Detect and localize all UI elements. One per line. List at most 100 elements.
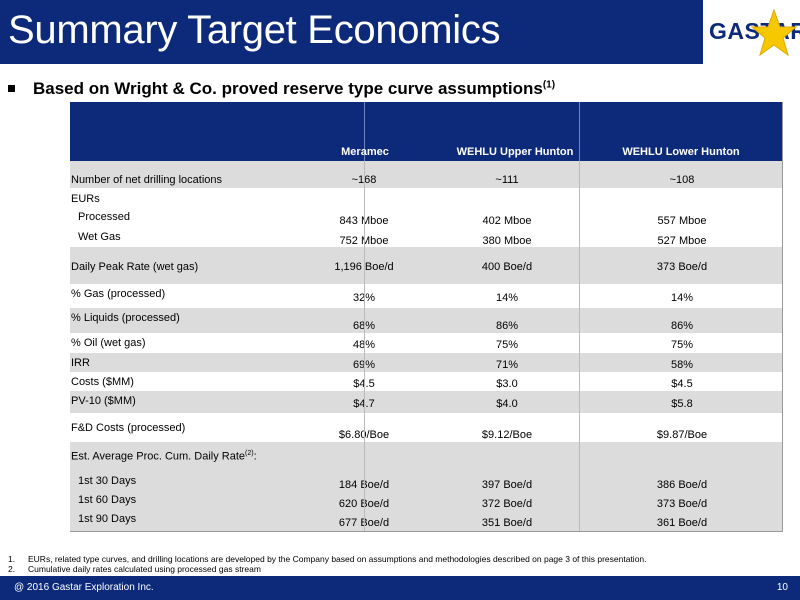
row-label-text: Processed: [78, 211, 130, 223]
column-divider: [579, 161, 580, 531]
row-value: $4.5: [304, 378, 424, 390]
company-logo: GASTAR: [703, 0, 800, 64]
row-value: 71%: [495, 359, 519, 371]
table-row: % Oil (wet gas)48%75%75%: [70, 333, 783, 353]
table-row: Wet Gas 752 Mboe 380 Mboe 527 Mboe: [70, 227, 783, 247]
row-label-text: % Liquids (processed): [71, 312, 180, 324]
subtitle-footnote-ref: (1): [542, 79, 556, 91]
table-row: F&D Costs (processed)$6.80/Boe$9.12/Boe$…: [70, 413, 783, 442]
table-row: Costs ($MM) $4.5 $3.0 $4.5: [70, 372, 783, 391]
row-value: 557 Mboe: [657, 215, 707, 227]
row-value: ~108: [669, 174, 695, 186]
table-row: Daily Peak Rate (wet gas) 1,196 Boe/d 400 …: [70, 247, 783, 284]
row-label-text: 1st 60 Days: [78, 494, 137, 506]
header-divider: [364, 102, 365, 161]
table-row: Number of net drilling locations~168~111…: [70, 161, 783, 188]
row-value: 400 Boe/d: [481, 261, 533, 273]
row-value: $4.5: [671, 378, 693, 390]
column-header-meramec: Meramec: [341, 146, 389, 158]
row-value: $4.7: [304, 398, 424, 410]
row-label-text: Est. Average Proc. Cum. Daily Rate: [71, 450, 246, 463]
row-label: Wet Gas: [78, 231, 121, 243]
table-row: 1st 60 Days 620 Boe/d 372 Boe/d 373 Boe/d: [70, 494, 783, 513]
row-value: 372 Boe/d: [481, 498, 533, 510]
subtitle: Based on Wright & Co. proved reserve typ…: [33, 79, 555, 99]
footer-bar: @ 2016 Gastar Exploration Inc. 10: [0, 576, 800, 600]
row-label-suffix: :: [253, 450, 257, 463]
row-label: IRR: [71, 357, 90, 369]
row-label-footnote-ref: (2): [245, 450, 254, 457]
row-label-text: Wet Gas: [78, 231, 121, 243]
row-label: Daily Peak Rate (wet gas): [71, 261, 198, 273]
row-label-text: 1st 90 Days: [78, 513, 137, 525]
column-divider: [364, 161, 365, 531]
row-label-text: IRR: [71, 357, 90, 369]
row-label: EURs: [71, 193, 100, 205]
row-label: F&D Costs (processed): [71, 422, 185, 434]
table-header: Meramec WEHLU Upper Hunton WEHLU Lower H…: [70, 102, 783, 161]
row-label-text: EURs: [71, 193, 100, 205]
row-value: 397 Boe/d: [481, 479, 533, 491]
row-label-text: % Oil (wet gas): [71, 337, 146, 349]
table-row: IRR69%71%58%: [70, 353, 783, 372]
table-bottom-border: [70, 531, 783, 532]
table-row: Est. Average Proc. Cum. Daily Rate(2):: [70, 442, 783, 474]
table-row: Processed 843 Mboe 402 Mboe 557 Mboe: [70, 207, 783, 227]
footnote-text: EURs, related type curves, and drilling …: [28, 554, 647, 564]
row-value: 373 Boe/d: [656, 261, 708, 273]
column-header-lower-hunton: WEHLU Lower Hunton: [622, 146, 740, 158]
row-value: $9.87/Boe: [656, 429, 708, 441]
table-row: EURs: [70, 188, 783, 207]
title-bar: Summary Target Economics GASTAR: [0, 0, 800, 64]
row-value: ~111: [495, 174, 519, 186]
page-number: 10: [776, 582, 788, 593]
bullet-icon: [8, 85, 15, 92]
row-label-text: Number of net drilling locations: [71, 174, 223, 186]
table-row: % Gas (processed)32%14%14%: [70, 284, 783, 308]
table-right-border: [782, 102, 783, 532]
row-value: 380 Mboe: [482, 235, 532, 247]
page-title: Summary Target Economics: [8, 8, 501, 52]
row-value: $5.8: [671, 398, 693, 410]
row-label: 1st 60 Days: [78, 494, 136, 506]
row-value: $3.0: [496, 378, 518, 390]
row-value: 75%: [670, 339, 694, 351]
star-icon: [751, 8, 797, 57]
row-value: 386 Boe/d: [656, 479, 708, 491]
row-value: 527 Mboe: [657, 235, 707, 247]
footnote-number: 1.: [8, 554, 16, 564]
row-label: Number of net drilling locations: [71, 174, 222, 186]
row-value: 86%: [495, 320, 519, 332]
row-label: Processed: [78, 211, 130, 223]
row-value: 14%: [670, 292, 694, 304]
row-label-text: F&D Costs (processed): [71, 422, 186, 434]
table-row: PV-10 ($MM) $4.7 $4.0 $5.8: [70, 391, 783, 413]
row-label-text: 1st 30 Days: [78, 475, 137, 487]
footnote-2: 2. Cumulative daily rates calculated usin…: [8, 564, 261, 574]
row-value: $4.0: [496, 398, 518, 410]
row-label: PV-10 ($MM): [71, 395, 136, 407]
row-label-text: % Gas (processed): [71, 288, 166, 300]
header-divider: [579, 102, 580, 161]
row-value: 75%: [495, 339, 519, 351]
column-header-upper-hunton: WEHLU Upper Hunton: [456, 146, 574, 158]
table-row: 1st 90 Days 677 Boe/d 351 Boe/d 361 Boe/d: [70, 513, 783, 531]
row-value: $9.12/Boe: [481, 429, 533, 441]
row-value: 402 Mboe: [482, 215, 532, 227]
row-label: % Liquids (processed): [71, 312, 180, 324]
row-label-text: PV-10 ($MM): [71, 395, 136, 407]
copyright: @ 2016 Gastar Exploration Inc.: [14, 582, 154, 593]
row-value: 351 Boe/d: [481, 517, 533, 529]
footnote-text: Cumulative daily rates calculated using …: [28, 564, 261, 574]
row-label: % Oil (wet gas): [71, 337, 146, 349]
row-label-text: Daily Peak Rate (wet gas): [71, 261, 199, 273]
footnote-number: 2.: [8, 564, 16, 574]
table-row: % Liquids (processed)68%86%86%: [70, 308, 783, 333]
row-value: 361 Boe/d: [656, 517, 708, 529]
row-value: 86%: [670, 320, 694, 332]
row-label: 1st 90 Days: [78, 513, 136, 525]
row-label: Costs ($MM): [71, 376, 134, 388]
row-label-text: Costs ($MM): [71, 376, 134, 388]
row-value: 58%: [670, 359, 694, 371]
footnote-1: 1. EURs, related type curves, and drillin…: [8, 554, 647, 564]
